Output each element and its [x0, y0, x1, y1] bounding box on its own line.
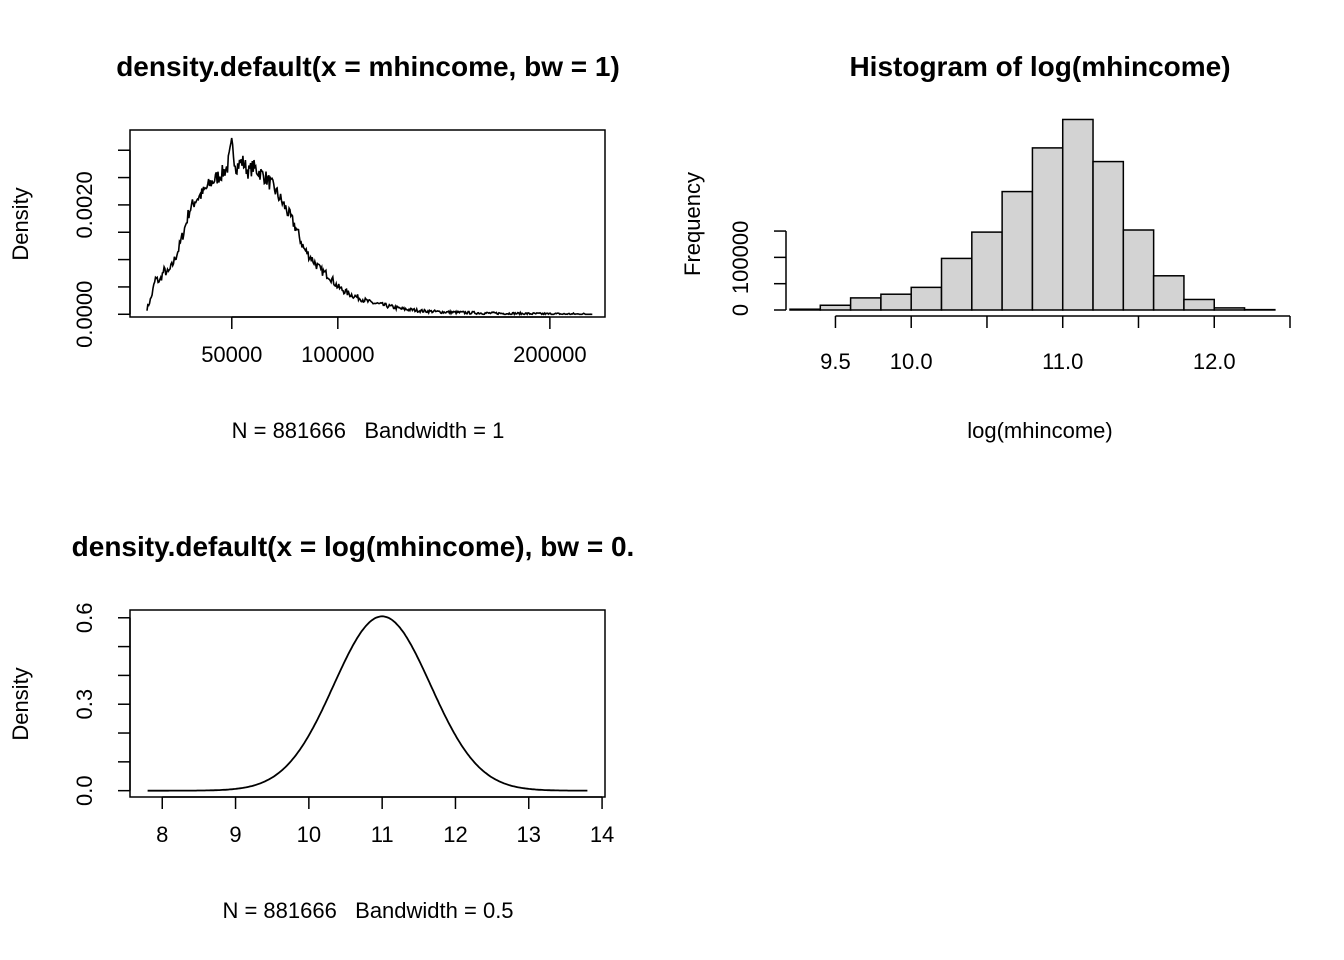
panel1-y-axis: 0.0000 0.0020 [72, 149, 131, 348]
histogram-bar [1061, 118, 1094, 311]
histogram-bar [940, 257, 973, 311]
panel3-y-tick-label: 0.0 [72, 775, 97, 806]
histogram-bar [1092, 160, 1125, 311]
panel2-y-label: Frequency [680, 172, 705, 276]
panel3-x-tick-label: 8 [156, 822, 168, 847]
panel2-x-tick-label: 10.0 [890, 349, 933, 374]
panel2-x-label: log(mhincome) [967, 418, 1113, 443]
panel-density-log-mhincome: density.default(x = log(mhincome), bw = … [8, 531, 634, 923]
histogram-bar [789, 308, 822, 311]
panel3-plot-frame [129, 609, 606, 798]
panel2-x-tick-label: 11.0 [1042, 349, 1083, 374]
panel2-y-axis: 0 100000 [728, 221, 787, 316]
histogram-bar [1183, 298, 1215, 311]
panel3-x-tick-label: 14 [590, 822, 614, 847]
panel2-x-tick-label: 9.5 [820, 349, 851, 374]
histogram-bar [880, 293, 912, 311]
panel1-y-label: Density [8, 187, 33, 260]
panel1-x-tick-label: 50000 [201, 342, 262, 367]
panel2-y-tick-label: 0 [728, 304, 753, 316]
panel1-x-label: N = 881666 Bandwidth = 1 [232, 418, 505, 443]
panel2-title: Histogram of log(mhincome) [849, 51, 1230, 82]
panel1-x-axis: 50000 100000 200000 [201, 316, 587, 367]
panel1-plot-frame [129, 129, 606, 318]
histogram-bar [1152, 275, 1185, 311]
panel2-x-axis: 9.5 10.0 11.0 12.0 [820, 315, 1291, 374]
panel-histogram-log-mhincome: Histogram of log(mhincome) 9.5 10.0 11.0 12… [680, 51, 1291, 443]
panel2-bars [789, 118, 1276, 311]
panel3-x-tick-label: 9 [229, 822, 241, 847]
panel3-x-tick-label: 10 [297, 822, 321, 847]
panel-density-mhincome: density.default(x = mhincome, bw = 1) 50… [8, 51, 620, 443]
panel2-y-tick-label: 100000 [728, 221, 753, 294]
panel1-x-tick-label: 100000 [301, 342, 374, 367]
panel3-x-tick-label: 11 [371, 822, 394, 847]
panel3-x-tick-label: 13 [517, 822, 541, 847]
panel3-title: density.default(x = log(mhincome), bw = … [72, 531, 635, 562]
panel3-y-label: Density [8, 667, 33, 740]
histogram-bar [1031, 147, 1064, 311]
panel3-y-axis: 0.0 0.3 0.6 [72, 602, 131, 806]
histogram-bar [910, 286, 943, 311]
histogram-bar [1213, 307, 1246, 311]
panel1-y-tick-label: 0.0020 [72, 171, 97, 238]
histogram-bar [849, 297, 882, 311]
panel3-x-axis: 8 9 10 11 12 13 14 [156, 796, 614, 847]
panel3-density-curve [147, 615, 588, 792]
panel2-x-tick-label: 12.0 [1193, 349, 1236, 374]
panel3-x-label: N = 881666 Bandwidth = 0.5 [222, 898, 513, 923]
panel1-y-tick-label: 0.0000 [72, 281, 97, 348]
panel3-y-tick-label: 0.6 [72, 602, 97, 633]
panel3-y-tick-label: 0.3 [72, 689, 97, 720]
panel1-title: density.default(x = mhincome, bw = 1) [116, 51, 620, 82]
histogram-bar [971, 231, 1003, 311]
histogram-bar [819, 304, 852, 311]
histogram-bar [1001, 190, 1034, 311]
panel1-x-tick-label: 200000 [513, 342, 586, 367]
panel3-x-tick-label: 12 [443, 822, 467, 847]
panel1-density-curve [146, 137, 593, 317]
histogram-bar [1122, 229, 1155, 311]
